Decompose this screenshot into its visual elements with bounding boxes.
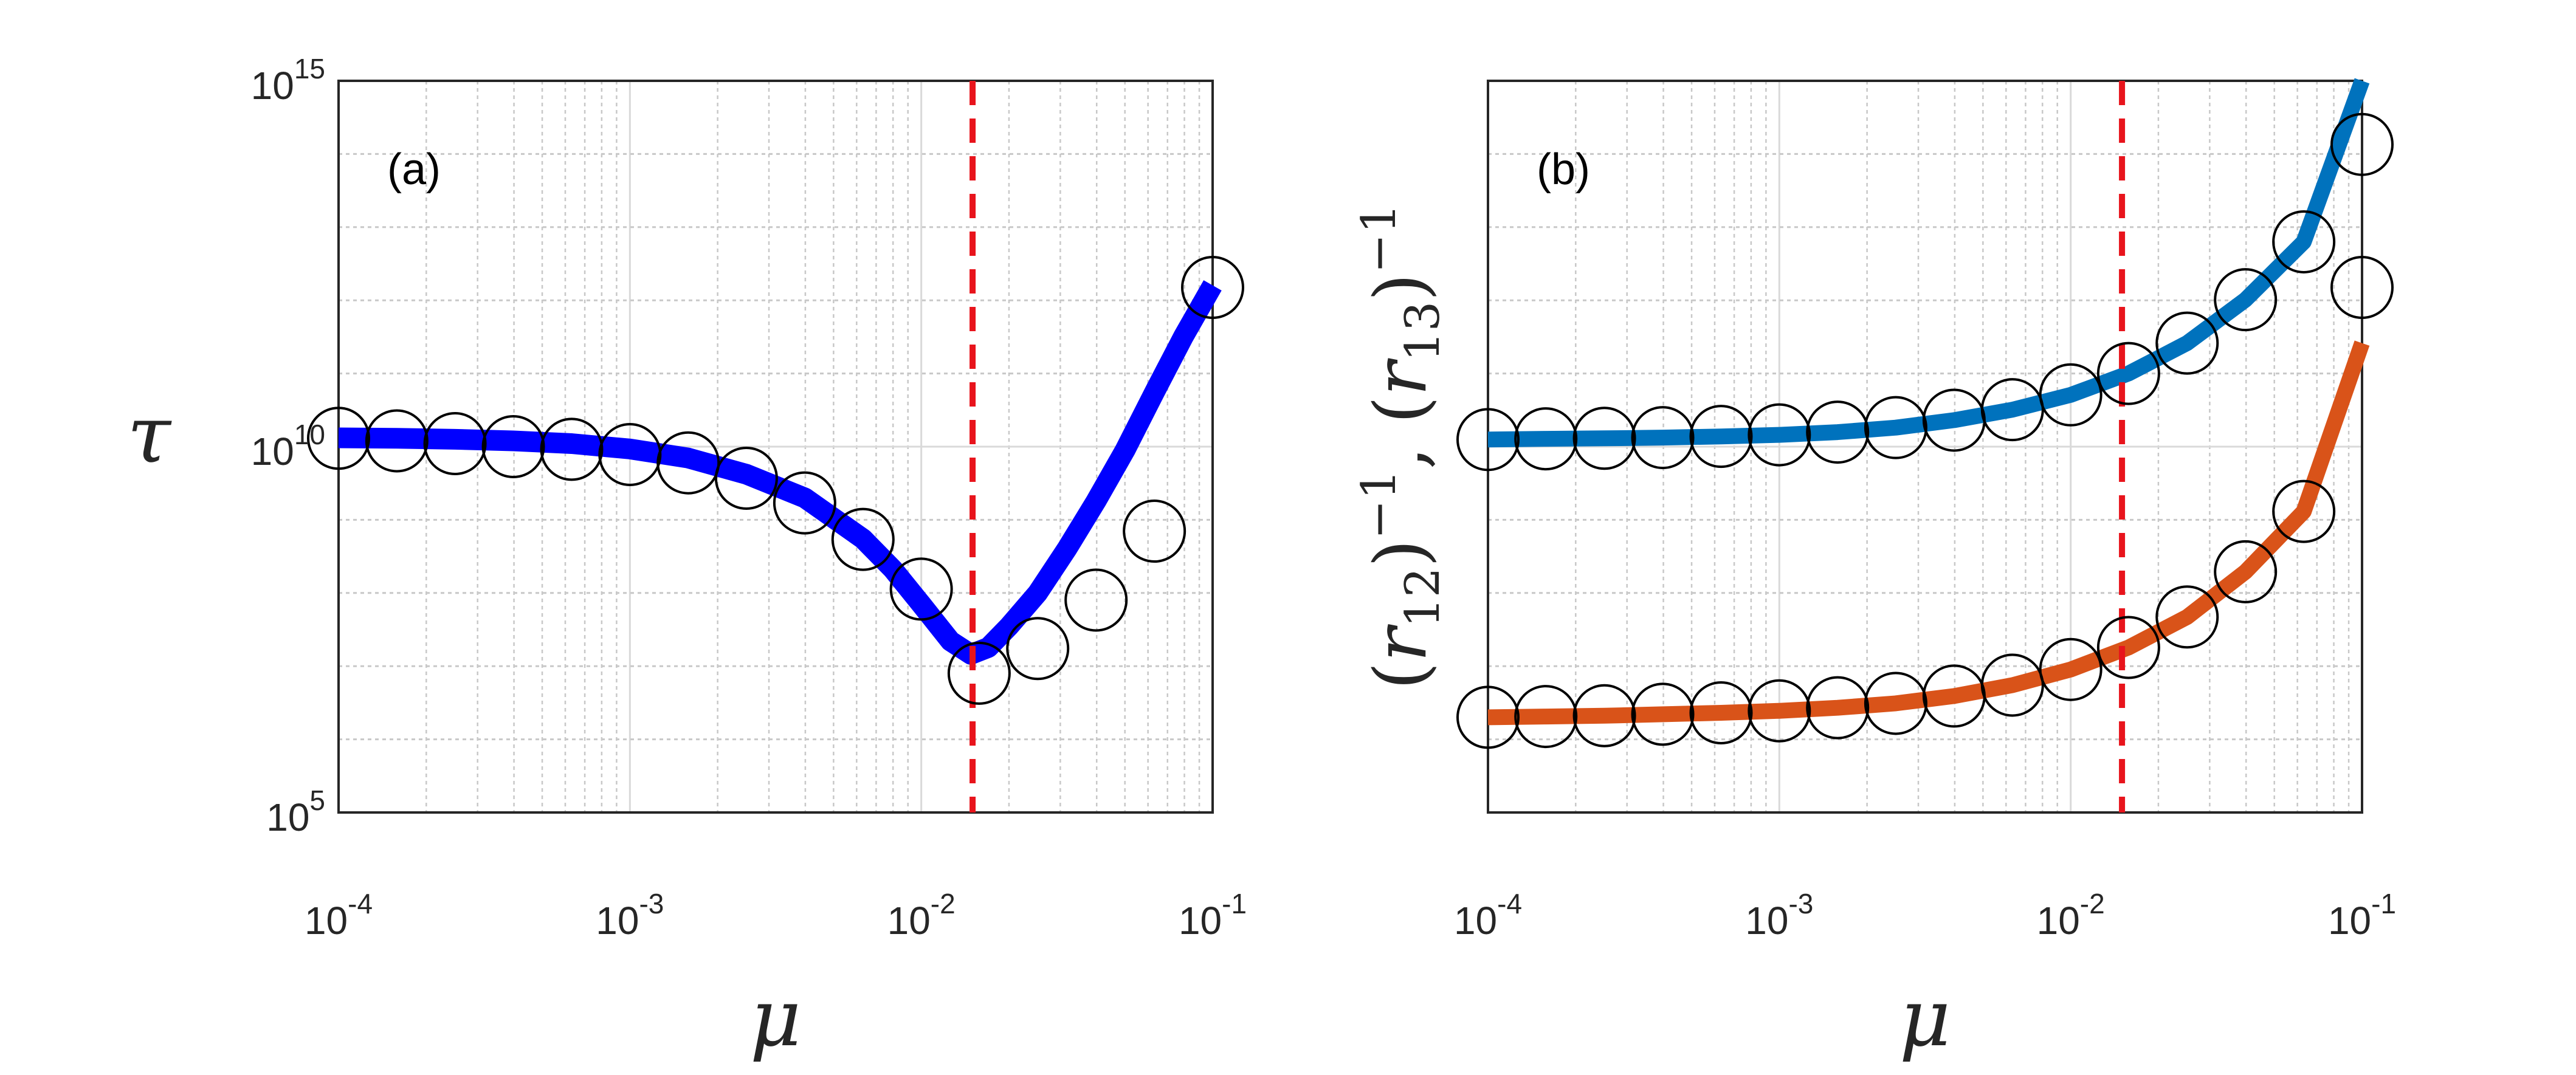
ylabel-exp-2: −1	[1352, 204, 1407, 273]
data-point-marker	[365, 409, 429, 473]
data-point-marker	[1980, 653, 2044, 717]
data-point-marker	[1123, 500, 1186, 563]
panel-b-x-axis-label: μ	[1899, 972, 1951, 1064]
x-tick-label: 10-3	[1745, 888, 1813, 943]
data-point-marker	[2272, 479, 2336, 543]
panel-a-y-axis-label: τ	[127, 388, 172, 481]
y-tick-label: 1010	[251, 419, 325, 473]
x-tick-label: 10-1	[1179, 888, 1247, 943]
data-point-marker	[540, 417, 604, 481]
ylabel-r12: r	[1359, 623, 1442, 662]
data-point-marker	[2096, 616, 2160, 679]
panel-a-x-axis-label: μ	[750, 972, 802, 1064]
data-point-marker	[656, 431, 720, 495]
data-point-marker	[1864, 671, 1927, 735]
panel-b-y-axis-label: (r12)−1, (r13)−1	[1352, 204, 1450, 690]
data-point-marker	[1064, 568, 1128, 632]
x-tick-label: 10-2	[2037, 888, 2105, 943]
x-tick-label: 10-4	[1454, 888, 1522, 943]
data-point-marker	[2214, 268, 2278, 332]
ylabel-r13: r	[1359, 357, 1442, 396]
data-point-marker	[2330, 112, 2394, 176]
data-point-marker	[2330, 255, 2394, 319]
data-point-marker	[1864, 396, 1927, 459]
panel-a-x-ticks: 10-4 10-3 10-2 10-1	[305, 888, 1247, 943]
ylabel-sub-13: 13	[1396, 301, 1450, 362]
panel-b-series	[1456, 78, 2394, 812]
panel-a-series	[307, 81, 1244, 812]
data-point-marker	[598, 422, 662, 486]
data-point-marker	[773, 471, 836, 535]
x-tick-label: 10-4	[305, 888, 373, 943]
x-tick-label: 10-2	[887, 888, 956, 943]
data-point-marker	[1456, 408, 1520, 472]
y-tick-label: 1015	[251, 53, 325, 108]
data-point-marker	[1572, 684, 1636, 747]
ylabel-paren-open-1: (	[1359, 662, 1442, 690]
data-point-marker	[947, 641, 1011, 705]
ylabel-paren-open-2: (	[1359, 396, 1442, 424]
data-point-marker	[714, 446, 778, 510]
data-point-marker	[2039, 363, 2102, 427]
data-point-marker	[2155, 585, 2219, 649]
data-point-marker	[1456, 685, 1520, 749]
data-point-marker	[481, 415, 545, 478]
data-point-marker	[1572, 407, 1636, 470]
panel-b: 10-4 10-3 10-2 10-1 (b) μ (r12)−1, (r13)−1	[1352, 78, 2396, 1064]
data-point-marker	[831, 507, 895, 571]
data-point-marker	[307, 407, 370, 470]
ylabel-sub-12: 12	[1396, 568, 1450, 628]
panel-b-frame	[1487, 80, 2363, 814]
x-tick-label: 10-3	[596, 888, 664, 943]
data-point-marker	[1748, 403, 1811, 467]
ylabel-paren-close-2: )	[1359, 273, 1442, 301]
data-point-marker	[1748, 679, 1811, 743]
data-point-marker	[2039, 637, 2102, 701]
data-point-marker	[1514, 407, 1578, 471]
data-point-marker	[1006, 617, 1070, 681]
data-point-marker	[1514, 685, 1578, 749]
data-point-marker	[423, 412, 487, 476]
y-tick-label: 105	[266, 785, 325, 839]
ylabel-separator: ,	[1359, 424, 1442, 469]
series-line	[338, 280, 1222, 665]
data-point-marker	[1806, 400, 1870, 464]
data-point-marker	[2096, 342, 2160, 405]
ylabel-exp-1: −1	[1352, 470, 1407, 540]
panel-a-label: (a)	[387, 145, 441, 194]
series-line	[1487, 78, 2370, 448]
panel-b-label: (b)	[1537, 145, 1590, 194]
data-point-marker	[1689, 405, 1753, 469]
ylabel-paren-close-1: )	[1359, 540, 1442, 568]
panel-b-x-ticks: 10-4 10-3 10-2 10-1	[1454, 888, 2396, 943]
series-line	[1487, 340, 2370, 726]
data-point-marker	[2155, 311, 2219, 375]
data-point-marker	[1689, 681, 1753, 745]
data-point-marker	[889, 557, 953, 621]
data-point-marker	[1631, 406, 1695, 470]
data-point-marker	[1631, 682, 1695, 746]
data-point-marker	[2214, 540, 2278, 603]
panel-a-y-ticks: 105 1010 1015	[251, 53, 325, 839]
data-point-marker	[2272, 210, 2336, 273]
panel-a: 10-4 10-3 10-2 10-1 105 1010 1015 (a) μ τ	[127, 53, 1247, 1064]
data-point-marker	[1181, 255, 1244, 319]
data-point-marker	[1806, 676, 1870, 740]
x-tick-label: 10-1	[2328, 888, 2396, 943]
